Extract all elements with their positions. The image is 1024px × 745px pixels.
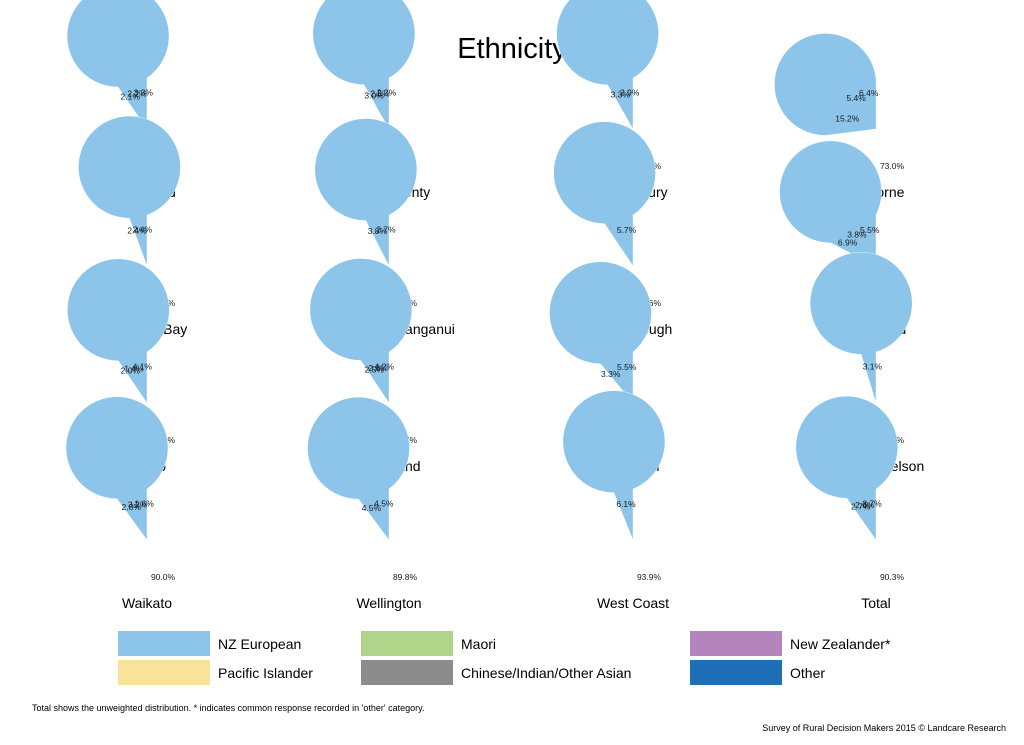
data-label-total-other: 3.7% — [862, 499, 882, 509]
data-label-west-coast-nz-european: 93.9% — [637, 572, 662, 582]
region-label-waikato: Waikato — [122, 595, 172, 611]
data-label-otago-new-zealander: 2.0% — [121, 365, 141, 375]
data-label-wellington-nz-european: 89.8% — [393, 572, 418, 582]
data-label-canterbury-other: 2.9% — [620, 87, 640, 97]
data-label-hawke-s-bay-pacific-islander: 2.4% — [133, 225, 153, 235]
credit: Survey of Rural Decision Makers 2015 © L… — [762, 723, 1006, 733]
data-label-bay-of-plenty-maori: 3.0% — [364, 91, 384, 101]
data-label-west-coast-other: 6.1% — [616, 499, 636, 509]
legend-item-pacific-islander: Pacific Islander — [118, 660, 313, 685]
data-label-otago-pacific-islander: 1.4% — [124, 364, 144, 374]
legend-label-maori: Maori — [461, 636, 496, 652]
data-label-auckland-other: 3.3% — [134, 88, 154, 98]
pie-grid: 90.4%2.1%2.2%3.3%Auckland91.8%3.0%2.5%2.… — [65, 0, 924, 611]
region-label-total: Total — [861, 595, 891, 611]
data-label-gisborne-other: 6.4% — [859, 88, 879, 98]
legend-label-chinese-indian-other-asian: Chinese/Indian/Other Asian — [461, 665, 631, 681]
legend-item-new-zealander: New Zealander* — [690, 631, 891, 656]
slice-hawke-s-bay-nz-european — [78, 115, 181, 267]
region-label-wellington: Wellington — [356, 595, 421, 611]
slice-waikato-nz-european — [65, 396, 169, 541]
slice-gisborne-nz-european — [774, 33, 877, 136]
data-label-bay-of-plenty-new-zealander: 2.5% — [370, 88, 390, 98]
slice-west-coast-nz-european — [562, 390, 666, 541]
data-label-total-new-zealander: 2.7% — [851, 502, 871, 512]
legend-label-other: Other — [790, 665, 825, 681]
pie-waikato: 90.0% 2.8%3.2%1.6% Waikato — [65, 396, 176, 611]
chart-title: Ethnicity — [457, 33, 567, 65]
legend-swatch-other — [690, 660, 782, 685]
legend-label-new-zealander: New Zealander* — [790, 636, 891, 652]
legend-label-nz-european: NZ European — [218, 636, 301, 652]
data-label-auckland-new-zealander: 2.1% — [121, 91, 141, 101]
legend-swatch-maori — [361, 631, 453, 656]
data-label-auckland-chinese-indian-other-asian: 2.2% — [127, 89, 147, 99]
data-label-northland-maori: 6.9% — [838, 238, 858, 248]
data-label-northland-other: 5.5% — [860, 225, 880, 235]
slice-northland-nz-european — [779, 140, 882, 267]
pie-gisborne: 73.0%15.2%5.4%6.4%Gisborne — [774, 33, 905, 200]
legend-item-maori: Maori — [361, 631, 496, 656]
data-label-waikato-nz-european: 90.0% — [151, 572, 176, 582]
slice-tasman-nelson-nz-european — [809, 252, 913, 404]
pie-west-coast: 93.9% 6.1% West Coast — [562, 390, 669, 611]
legend-item-chinese-indian-other-asian: Chinese/Indian/Other Asian — [361, 660, 631, 685]
data-label-wellington-maori: 4.5% — [362, 503, 382, 513]
pie-total: 90.3% 2.7%2.6%3.7% Total — [795, 395, 905, 611]
data-label-southland-new-zealander: 2.5% — [365, 364, 385, 374]
slice-bay-of-plenty-nz-european — [312, 0, 416, 130]
legend-item-nz-european: NZ European — [118, 631, 301, 656]
data-label-southland-other: 4.2% — [375, 362, 395, 372]
legend-swatch-new-zealander — [690, 631, 782, 656]
data-label-southland-pacific-islander: 2.0% — [368, 363, 388, 373]
data-label-manawatu-wanganui-new-zealander: 3.8% — [368, 226, 388, 236]
slice-southland-nz-european — [309, 258, 412, 404]
data-label-otago-other: 4.1% — [133, 362, 153, 372]
slice-marlborough-nz-european — [553, 121, 656, 267]
data-label-gisborne-new-zealander: 5.4% — [846, 93, 866, 103]
legend: NZ European Maori New Zealander* Pacific Is… — [118, 631, 891, 685]
data-label-tasman-nelson-other: 3.1% — [863, 362, 883, 372]
data-label-taranaki-other: 5.5% — [617, 362, 637, 372]
legend-swatch-chinese-indian-other-asian — [361, 660, 453, 685]
slice-total-nz-european — [795, 395, 898, 541]
data-label-gisborne-nz-european: 73.0% — [880, 161, 905, 171]
slice-taranaki-nz-european — [549, 261, 652, 404]
legend-swatch-pacific-islander — [118, 660, 210, 685]
data-label-waikato-other: 1.6% — [134, 498, 154, 508]
region-label-west-coast: West Coast — [597, 595, 669, 611]
footnote: Total shows the unweighted distribution.… — [32, 703, 424, 713]
data-label-gisborne-maori: 15.2% — [835, 114, 860, 124]
legend-item-other: Other — [690, 660, 825, 685]
slice-auckland-nz-european — [66, 0, 170, 130]
slice-canterbury-nz-european — [556, 0, 659, 130]
data-label-hawke-s-bay-maori: 2.4% — [127, 226, 147, 236]
data-label-total-nz-european: 90.3% — [880, 572, 905, 582]
slice-manawatu-wanganui-nz-european — [314, 118, 417, 267]
data-label-marlborough-other: 5.7% — [617, 225, 637, 235]
data-label-northland-new-zealander: 3.8% — [847, 230, 867, 240]
data-label-wellington-other: 4.5% — [374, 499, 394, 509]
legend-label-pacific-islander: Pacific Islander — [218, 665, 313, 681]
data-label-waikato-new-zealander: 2.8% — [122, 502, 142, 512]
data-label-manawatu-wanganui-other: 2.7% — [376, 224, 396, 234]
data-label-waikato-pacific-islander: 3.2% — [128, 500, 148, 510]
data-label-bay-of-plenty-other: 2.2% — [377, 87, 397, 97]
legend-swatch-nz-european — [118, 631, 210, 656]
data-label-taranaki-maori: 3.3% — [601, 369, 621, 379]
data-label-total-pacific-islander: 2.6% — [855, 500, 875, 510]
pie-canterbury: 91.7%3.3%2.9%Canterbury — [556, 0, 668, 200]
slice-wellington-nz-european — [307, 396, 410, 541]
slice-otago-nz-european — [67, 258, 170, 404]
pie-wellington: 89.8% 4.5%4.5% Wellington — [307, 396, 422, 611]
data-label-canterbury-new-zealander: 3.3% — [611, 90, 631, 100]
